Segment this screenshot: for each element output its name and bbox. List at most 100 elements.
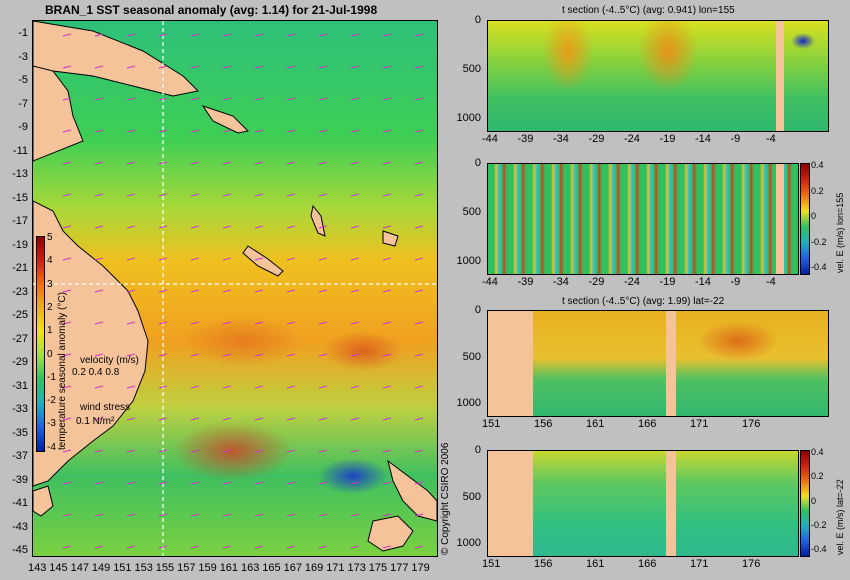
section-4-colorbar-tick: -0.4 [811,544,827,554]
wind-arrow [318,193,328,197]
map-x-tick: 155 [155,562,175,574]
wind-arrow [222,161,232,165]
wind-arrow [222,33,232,37]
map-y-tick: -29 [12,356,28,368]
map-y-tick: -19 [12,238,28,251]
colorbar-label: temperature seasonal anomaly (°C) [57,292,68,450]
wind-arrow [190,257,200,261]
wind-arrow [414,449,424,453]
section-3-title: t section (-4..5°C) (avg: 1.99) lat=-22 [562,296,725,307]
new-zealand-north [387,459,437,522]
map-y-tick: -9 [18,121,28,133]
wind-arrow [126,385,136,389]
wind-arrow [350,481,360,485]
wind-arrow [286,417,296,421]
colorbar-tick: 0 [47,348,53,360]
section-4-colorbar [800,450,810,557]
colorbar-tick: -1 [47,371,56,383]
section-2-x-tick: -19 [659,276,676,288]
wind-arrow [222,289,232,293]
wind-arrow [414,65,424,69]
map-x-tick: 179 [411,562,430,574]
section-4-colorbar-tick: 0 [811,495,817,506]
wind-arrow [350,257,360,261]
section-4-x-tick: 161 [586,558,605,570]
section-2-x-tick: -4 [766,276,776,288]
section-3-land-gap [666,311,676,416]
map-y-tick: -1 [18,27,28,39]
wind-arrow [158,417,168,421]
section-2-x-tick: -14 [695,276,711,288]
wind-arrow [94,417,104,421]
wind-arrow [222,449,232,453]
map-x-tick: 169 [304,562,324,574]
new-caledonia [242,245,284,277]
wind-arrow [94,289,104,293]
colorbar-tick: -3 [47,418,56,430]
wind-arrow [94,97,104,101]
sst-colorbar [36,236,45,452]
section-2-y-tick: 0 [474,157,481,169]
map-x-tick: 159 [198,562,217,574]
wind-arrow [190,513,200,517]
wind-stress-label: wind stress [80,402,131,413]
wind-arrow [414,97,424,101]
vanuatu [310,204,326,237]
colorbar-tick: 2 [47,301,53,313]
wind-arrow [254,289,264,293]
wind-arrow [126,289,136,293]
wind-arrow [286,449,296,453]
wind-arrow [126,257,136,261]
australia-landmass [33,200,149,487]
section-1-x-tick: -9 [730,133,741,145]
wind-arrow [94,129,104,133]
map-y-tick: -5 [18,74,28,86]
wind-arrow [382,33,392,37]
wind-arrow [94,257,104,261]
map-y-tick: -7 [18,97,28,110]
wind-arrow [126,161,136,165]
wind-arrow [350,513,360,517]
solomon-islands [201,105,250,134]
wind-arrow [286,353,296,357]
section-2-plot [487,163,799,275]
wind-arrow [94,513,104,517]
wind-arrow [126,417,136,421]
wind-arrow [254,33,264,37]
map-x-tick: 175 [368,562,388,574]
map-y-tick: -3 [18,50,28,63]
wind-arrow [350,129,360,133]
map-y-tick: -45 [12,544,28,556]
wind-arrow [318,97,328,101]
wind-arrow [158,449,168,453]
wind-arrow [318,129,328,133]
wind-arrow [286,289,296,293]
wind-arrow [350,385,360,389]
wind-arrow [190,33,200,37]
wind-arrow [254,257,264,261]
wind-arrow [286,481,296,485]
wind-arrow [158,161,168,165]
wind-arrow [254,129,264,133]
section-3-x-tick: 171 [690,418,709,430]
section-4-colorbar-tick: 0.4 [811,447,824,457]
wind-arrow [286,385,296,389]
wind-arrow [94,481,104,485]
wind-arrow [126,545,136,549]
section-1-x-tick: -39 [517,133,534,145]
copyright-text: © Copyright CSIRO 2006 [440,442,451,555]
wind-arrow [286,33,296,37]
wind-arrow [350,417,360,421]
wind-arrow [318,161,328,165]
section-4-x-tick: 166 [638,558,657,570]
wind-arrow [382,225,392,229]
wind-arrow [414,513,424,517]
wind-arrow [286,321,296,325]
wind-arrow [158,129,168,133]
wind-arrow [286,193,296,197]
wind-arrow [62,97,72,101]
map-y-tick: -23 [12,285,28,298]
section-1-plot [487,20,829,132]
section-4-land [488,451,533,556]
wind-stress-arrows [62,33,424,549]
